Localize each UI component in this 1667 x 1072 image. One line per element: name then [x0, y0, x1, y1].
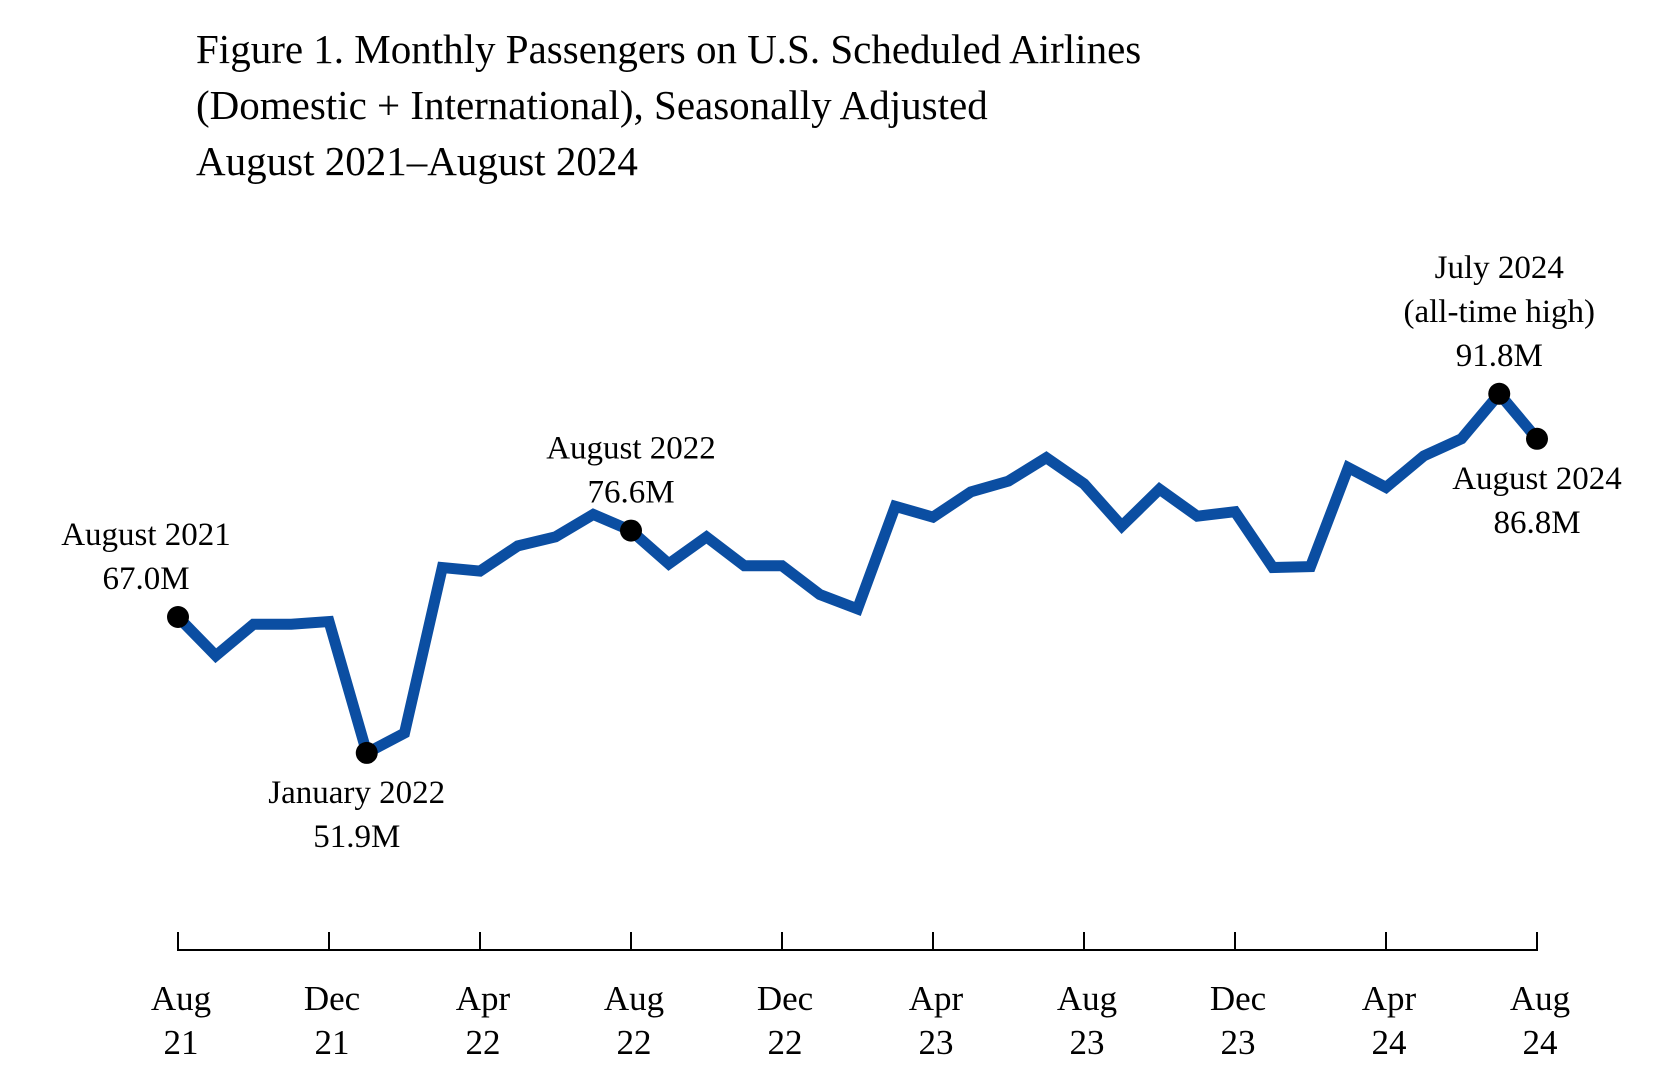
data-label: July 2024: [1435, 250, 1564, 286]
data-label: 91.8M: [1456, 338, 1543, 374]
x-tick-label-year: 21: [164, 1023, 199, 1062]
x-tick-label-month: Aug: [151, 979, 211, 1018]
series-layer: [174, 385, 1542, 761]
x-tick-label-month: Apr: [456, 979, 511, 1018]
x-tick-label-month: Dec: [304, 979, 360, 1018]
x-tick-label-year: 23: [1070, 1023, 1105, 1062]
highlight-point: [620, 519, 642, 542]
x-tick-label-year: 22: [466, 1023, 501, 1062]
chart-title: Figure 1. Monthly Passengers on U.S. Sch…: [196, 26, 1141, 184]
x-tick-label-month: Aug: [604, 979, 664, 1018]
x-tick-label-year: 23: [919, 1023, 954, 1062]
x-tick-label-month: Aug: [1057, 979, 1117, 1018]
highlight-markers: [167, 382, 1548, 764]
series-line: [174, 385, 1542, 761]
data-label: 86.8M: [1493, 505, 1580, 541]
x-tick-label-month: Aug: [1510, 979, 1570, 1018]
data-label: 67.0M: [102, 561, 189, 597]
x-tick-label-year: 24: [1523, 1023, 1558, 1062]
data-label: 51.9M: [313, 819, 400, 855]
x-tick-label-month: Apr: [1362, 979, 1417, 1018]
chart-title-line-3: August 2021–August 2024: [196, 138, 638, 184]
data-label: (all-time high): [1403, 294, 1595, 330]
x-tick-label-month: Dec: [1210, 979, 1266, 1018]
x-tick-label-month: Dec: [757, 979, 813, 1018]
x-tick-label-year: 24: [1372, 1023, 1407, 1062]
x-tick-label-year: 22: [617, 1023, 652, 1062]
data-label: August 2021: [61, 517, 231, 553]
chart-title-line-2: (Domestic + International), Seasonally A…: [196, 82, 988, 128]
x-tick-label-year: 23: [1221, 1023, 1256, 1062]
x-tick-label-year: 21: [315, 1023, 350, 1062]
data-label: 76.6M: [587, 475, 674, 511]
x-tick-label-month: Apr: [909, 979, 964, 1018]
highlight-point: [355, 741, 378, 764]
data-label: August 2024: [1452, 461, 1622, 497]
highlight-point: [167, 606, 189, 628]
data-label: January 2022: [268, 775, 445, 811]
x-tick-label-year: 22: [768, 1023, 803, 1062]
annotations: August 2021 67.0M January 2022 51.9M August …: [61, 250, 1622, 855]
data-label: August 2022: [546, 431, 716, 467]
x-axis: Aug 21 Dec 21 Apr 22 Aug 22 Dec 22 Apr 23 Aug 23 Dec 23…: [151, 932, 1570, 1062]
highlight-point: [1526, 427, 1548, 450]
chart-title-line-1: Figure 1. Monthly Passengers on U.S. Sch…: [196, 26, 1141, 72]
highlight-point: [1488, 382, 1511, 405]
